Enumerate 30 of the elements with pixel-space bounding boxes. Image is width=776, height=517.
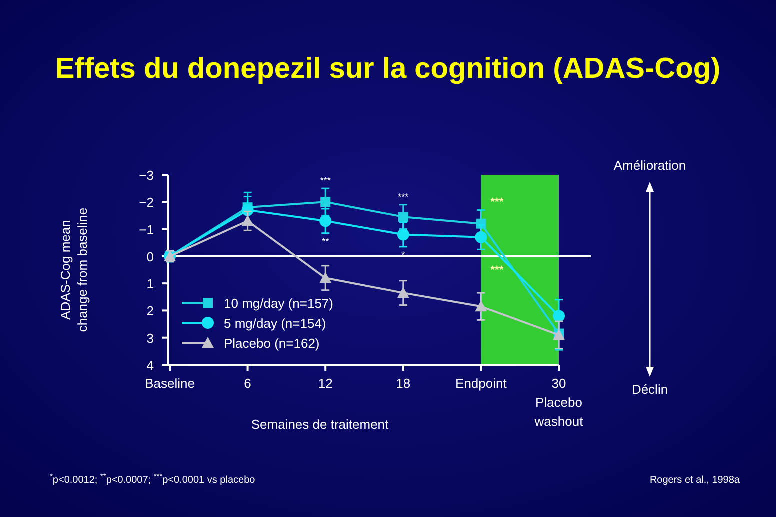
y-tick-label: 3 [146,330,154,346]
x-axis-title: Semaines de traitement [251,417,390,432]
x-tick-label: 12 [318,376,333,391]
legend-label: 5 mg/day (n=154) [224,316,326,331]
y-tick-label: −3 [139,168,154,183]
x-tick-label: Endpoint [456,376,508,391]
annotation: *** [490,196,504,208]
annotation: ** [322,236,330,246]
y-tick-label: −1 [139,222,154,238]
annotation: * [402,250,406,260]
y-tick-label: 1 [146,276,154,292]
text: $^{*}$p<0.0012; $^{**}$p<0.0007; $^{***}$p<0.0001 vs placebo [50,472,256,486]
annotation: *** [490,264,504,277]
y-tick-label: 0 [146,249,154,264]
text: Déclin [632,382,668,397]
annotation: *** [398,192,410,202]
text: Amélioration [614,158,686,173]
x-tick-label: 6 [244,376,252,391]
annotation: *** [320,176,332,186]
legend-label: 10 mg/day (n=157) [224,296,334,311]
chart-title: Effets du donepezil sur la cognition (ADAS-Cog) [55,53,721,85]
y-axis-title: ADAS-Cog mean change from baseline [58,208,90,332]
text: Rogers et al., 1998a [650,475,740,486]
y-tick-label: 2 [146,304,154,319]
x-tick-label: 18 [396,376,411,391]
x-tick-label: 30 Placebo washout [534,376,584,429]
y-tick-label: −2 [139,195,154,210]
legend-label: Placebo (n=162) [224,336,320,351]
y-tick-label: 4 [146,358,154,373]
x-tick-label: Baseline [145,376,195,391]
